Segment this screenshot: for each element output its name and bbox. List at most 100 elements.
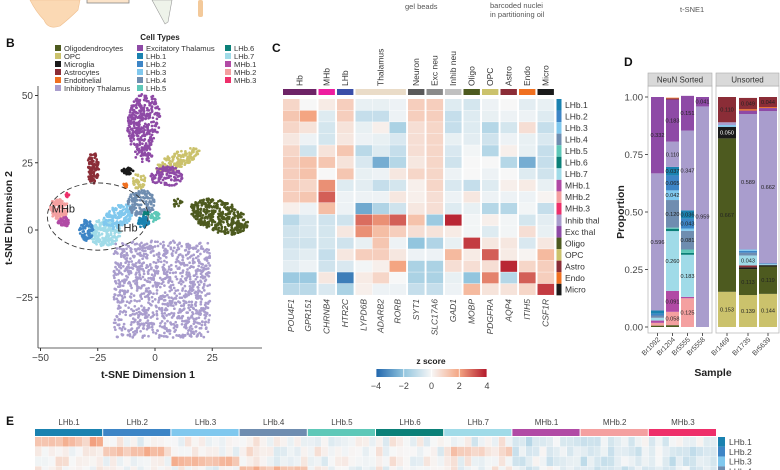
tsne-point xyxy=(63,209,67,213)
tsne-point xyxy=(191,288,195,292)
tsne-point xyxy=(140,264,144,268)
heatmap-cell xyxy=(150,446,158,457)
legend-item: MHb.2 xyxy=(225,68,256,77)
tsne-point xyxy=(90,166,94,169)
heatmap-cell xyxy=(283,283,300,295)
tsne-point xyxy=(116,262,120,266)
tsne-point xyxy=(161,253,165,257)
tsne-point xyxy=(177,260,180,263)
tsne-point xyxy=(134,261,138,265)
tsne-point xyxy=(153,98,157,101)
tube-illustration xyxy=(151,0,173,25)
heatmap-cell xyxy=(382,437,390,447)
heatmap-cell xyxy=(75,446,83,457)
heatmap-cell xyxy=(482,156,499,168)
tsne-point xyxy=(197,283,201,287)
tsne-point xyxy=(161,280,165,284)
tsne-point xyxy=(200,262,203,266)
column-group-label: LHb.1 xyxy=(58,418,80,427)
tsne-point xyxy=(120,328,124,332)
tsne-point xyxy=(135,279,139,282)
heatmap-cell xyxy=(539,437,547,447)
tsne-point xyxy=(134,114,138,118)
tsne-point xyxy=(83,220,86,224)
column-group-label: LHb.7 xyxy=(468,418,490,427)
tsne-point xyxy=(192,307,196,311)
legend-label: LHb.3 xyxy=(146,68,166,77)
tsne-point xyxy=(157,255,161,259)
tsne-point xyxy=(142,327,146,330)
tsne-point xyxy=(184,292,188,296)
heatmap-cell xyxy=(519,272,536,284)
tsne-point xyxy=(158,276,162,280)
bar-segment xyxy=(651,317,664,321)
tsne-point xyxy=(169,174,173,178)
tsne-point xyxy=(198,260,201,264)
heatmap-cell xyxy=(500,99,518,111)
tsne-point xyxy=(163,259,166,263)
heatmap-cell xyxy=(283,122,300,134)
tsne-point xyxy=(173,292,177,295)
tsne-point xyxy=(159,257,162,260)
heatmap-cell xyxy=(482,283,499,295)
row-color-bar xyxy=(556,191,562,203)
heatmap-cell xyxy=(491,446,499,457)
heatmap-cell xyxy=(655,456,663,467)
tsne-point xyxy=(163,322,167,325)
tsne-point xyxy=(232,211,236,214)
heatmap-cell xyxy=(655,446,663,457)
heatmap-cell xyxy=(445,272,462,284)
heatmap-cell xyxy=(219,437,226,447)
tsne-point xyxy=(203,316,207,320)
zscore-title: z score xyxy=(416,356,446,366)
tsne-point xyxy=(138,191,142,194)
tsne-point xyxy=(150,193,154,197)
tsne-point xyxy=(189,205,193,208)
legend-label: LHb.2 xyxy=(146,60,166,69)
heatmap-cell xyxy=(62,466,69,470)
column-group-label: OPC xyxy=(485,68,495,86)
heatmap-cell xyxy=(355,156,373,168)
gene-label: RORB xyxy=(393,299,403,324)
heatmap-cell xyxy=(669,446,676,457)
tsne-point xyxy=(226,230,230,234)
tsne-point xyxy=(145,242,149,246)
gene-label: GAD1 xyxy=(448,299,458,322)
bar-segment xyxy=(681,228,694,231)
tsne-point xyxy=(141,244,145,248)
heatmap-cell xyxy=(355,272,373,284)
heatmap-cell xyxy=(457,466,465,470)
tsne-point xyxy=(184,278,188,282)
tsne-point xyxy=(187,303,191,307)
heatmap-cell xyxy=(300,110,317,122)
heatmap-cell xyxy=(273,437,281,447)
heatmap-cell xyxy=(337,122,354,134)
heatmap-cell xyxy=(696,456,704,467)
tsne-point xyxy=(190,315,194,319)
heatmap-cell xyxy=(410,456,417,467)
tsne-point xyxy=(204,294,207,297)
tsne-point xyxy=(121,265,125,268)
heatmap-cell xyxy=(144,446,151,457)
tsne-point xyxy=(122,247,126,251)
tsne-point xyxy=(147,159,151,163)
heatmap-cell xyxy=(642,437,649,447)
heatmap-cell xyxy=(389,446,397,457)
heatmap-cell xyxy=(403,446,410,457)
tsne-point xyxy=(133,299,137,302)
heatmap-cell xyxy=(389,145,407,157)
heatmap-cell xyxy=(280,437,288,447)
heatmap-cell xyxy=(628,466,635,470)
tsne-point xyxy=(122,205,125,209)
tsne-point xyxy=(66,222,70,226)
heatmap-cell xyxy=(457,456,465,467)
heatmap-cell xyxy=(676,437,683,447)
row-color-bar xyxy=(556,133,562,146)
heatmap-cell xyxy=(463,260,481,272)
heatmap-cell xyxy=(232,437,240,447)
sample-label: Br1469 xyxy=(710,336,731,357)
heatmap-cell xyxy=(300,249,317,261)
tsne-point xyxy=(177,247,181,251)
heatmap-cell xyxy=(96,456,103,467)
tsne-point xyxy=(117,216,121,220)
